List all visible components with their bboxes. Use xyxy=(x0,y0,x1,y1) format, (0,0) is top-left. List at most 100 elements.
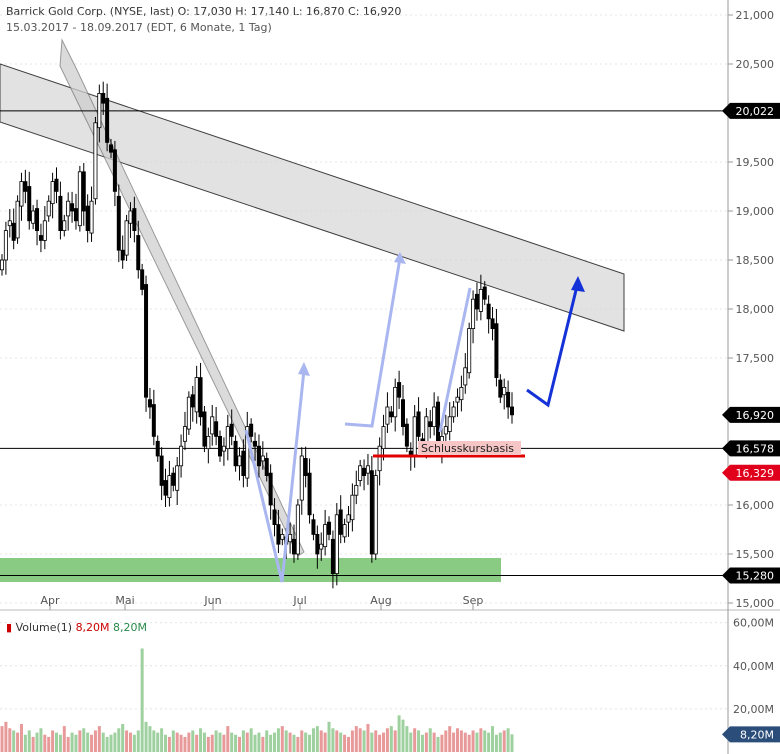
candle-body xyxy=(182,426,187,442)
volume-bar xyxy=(323,732,327,752)
candle-body xyxy=(54,178,59,192)
candle-body xyxy=(42,220,47,241)
volume-bar xyxy=(393,730,397,752)
volume-bar xyxy=(296,736,300,752)
candle-body xyxy=(89,200,94,234)
candle-body xyxy=(260,455,265,462)
candle-body xyxy=(416,411,421,437)
volume-bar xyxy=(39,728,43,752)
candle-body xyxy=(400,399,405,427)
volume-bar xyxy=(459,730,463,752)
volume-bar xyxy=(269,734,273,752)
volume-bar xyxy=(58,734,62,752)
volume-bar xyxy=(19,723,23,752)
candle-body xyxy=(136,235,141,271)
candle-body xyxy=(120,249,125,261)
candle-body xyxy=(245,426,250,479)
volume-bar xyxy=(265,730,269,752)
candle-body xyxy=(404,423,409,447)
candle-body xyxy=(73,208,78,222)
volume-legend: ▮ Volume(1) 8,20M 8,20M xyxy=(6,621,147,634)
candle-body xyxy=(202,411,207,447)
candle-body xyxy=(381,426,386,450)
candle-body xyxy=(124,220,129,256)
candle-body xyxy=(494,323,499,379)
volume-bar xyxy=(401,719,405,752)
volume-bars: 8,20M xyxy=(0,648,780,752)
candle-body xyxy=(186,396,191,430)
volume-bar xyxy=(132,734,136,752)
price-tick-label: 17,500 xyxy=(736,352,775,365)
candle-body xyxy=(35,208,40,232)
volume-bar xyxy=(479,728,483,752)
price-tick-label: 18,000 xyxy=(736,303,775,316)
candle-body xyxy=(198,377,203,418)
candle-body xyxy=(7,220,12,227)
candle-body xyxy=(369,470,374,555)
volume-bar xyxy=(350,730,354,752)
volume-bar xyxy=(167,736,171,752)
candle-body xyxy=(206,435,211,450)
candle-body xyxy=(171,472,176,486)
candle-body xyxy=(319,543,324,550)
volume-bar xyxy=(0,726,4,752)
volume-bar xyxy=(346,736,350,752)
volume-bar xyxy=(374,730,378,752)
time-axis: Apr Mai Jun Jul Aug Sep xyxy=(40,594,483,610)
candle-body xyxy=(151,404,156,437)
chart-header-quote: Barrick Gold Corp. (NYSE, last) O: 17,03… xyxy=(6,5,402,18)
volume-legend-value-2: 8,20M xyxy=(113,621,148,634)
candle-body xyxy=(432,406,437,428)
volume-bar xyxy=(471,730,475,752)
volume-bar xyxy=(510,734,514,752)
volume-bar xyxy=(12,730,16,752)
volume-bar xyxy=(148,726,152,752)
volume-bar xyxy=(175,732,179,752)
candle-body xyxy=(264,458,269,477)
candle-body xyxy=(338,509,343,535)
candle-body xyxy=(194,377,199,413)
candle-body xyxy=(393,386,398,418)
price-tag-label: 16,578 xyxy=(736,442,775,455)
price-tag xyxy=(722,102,780,119)
volume-bar xyxy=(428,728,432,752)
forecast-arrow-head xyxy=(571,276,585,292)
candle-body xyxy=(295,504,300,555)
candle-body xyxy=(486,303,491,320)
candle-body xyxy=(112,149,117,192)
forecast-arrow xyxy=(526,281,580,408)
candle-body xyxy=(280,534,285,540)
basis-label-bg xyxy=(418,441,521,455)
price-tick-label: 16,000 xyxy=(736,499,775,512)
volume-bar xyxy=(23,734,27,752)
volume-bar xyxy=(385,728,389,752)
candle-body xyxy=(482,286,487,300)
candle-body xyxy=(362,467,367,476)
candle-body xyxy=(38,235,43,241)
volume-bar xyxy=(35,732,39,752)
candle-body xyxy=(128,210,133,224)
volume-bar xyxy=(125,730,129,752)
volume-bar xyxy=(191,730,195,752)
time-tick-label: Sep xyxy=(463,594,484,607)
price-tick-label: 19,000 xyxy=(736,205,775,218)
volume-bar xyxy=(66,736,70,752)
volume-bar xyxy=(47,736,51,752)
volume-bar xyxy=(62,726,66,752)
volume-bar xyxy=(222,734,226,752)
volume-bar xyxy=(424,732,428,752)
volume-bar xyxy=(463,732,467,752)
volume-bar xyxy=(417,730,421,752)
light-arrow-head-2 xyxy=(394,252,406,264)
time-tick-label: Apr xyxy=(40,594,60,607)
volume-bar xyxy=(202,732,206,752)
volume-bar xyxy=(4,721,8,752)
time-tick-label: Mai xyxy=(115,594,134,607)
candle-body xyxy=(167,475,172,499)
volume-bar xyxy=(308,734,312,752)
price-grid xyxy=(0,14,728,604)
volume-bar xyxy=(304,732,308,752)
volume-bar xyxy=(397,715,401,752)
candle-body xyxy=(385,406,390,425)
